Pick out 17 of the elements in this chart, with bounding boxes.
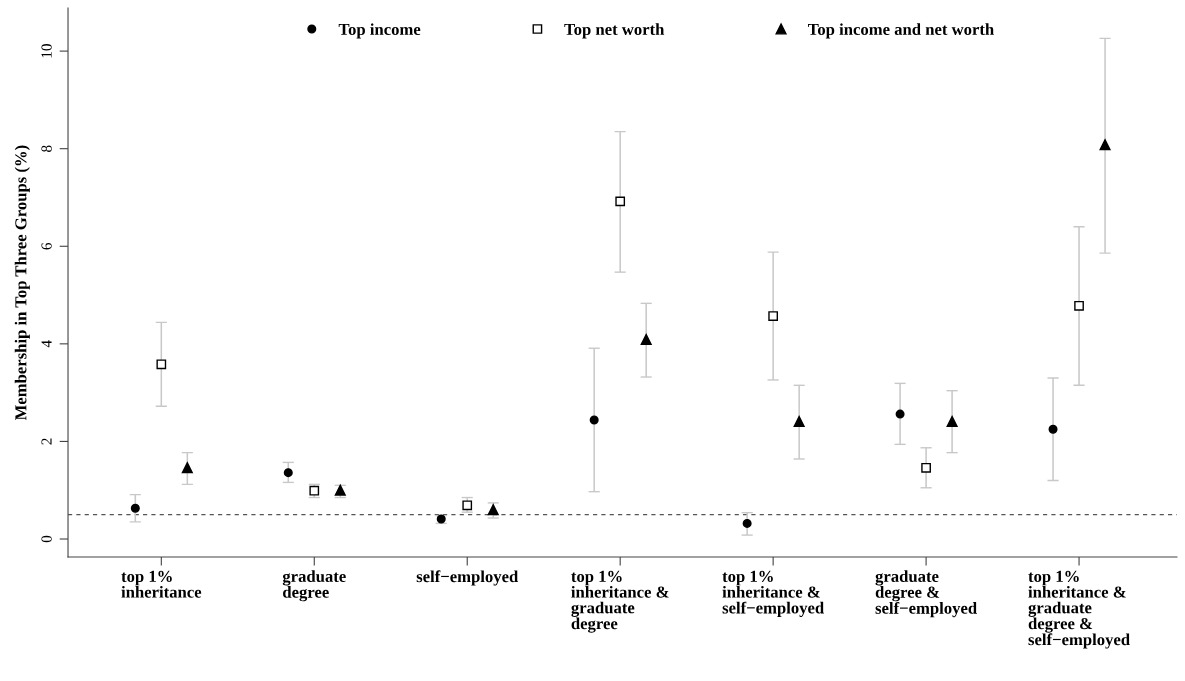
y-tick-label: 4 — [41, 340, 52, 348]
legend-label: Top income and net worth — [808, 23, 994, 39]
legend-label: Top income — [338, 23, 421, 39]
y-axis-title: Membership in Top Three Groups (%) — [14, 145, 30, 421]
x-tick-label: top 1% inheritance & graduate degree & self−employed — [1028, 570, 1130, 649]
y-tick-label: 2 — [41, 438, 52, 445]
x-tick-label: self−employed — [416, 570, 519, 586]
y-tick-label: 6 — [41, 242, 52, 250]
x-tick-label: graduate degree & self−employed — [875, 570, 977, 618]
y-tick-label: 8 — [41, 145, 52, 152]
x-tick-label: top 1% inheritance — [121, 570, 202, 598]
y-tick-label: 0 — [41, 535, 52, 543]
y-tick-label: 10 — [41, 44, 52, 58]
x-tick-label: top 1% inheritance & self−employed — [722, 570, 824, 617]
legend-label: Top net worth — [564, 23, 665, 39]
x-tick-label: graduate degree — [282, 570, 346, 602]
x-tick-label: top 1% inheritance & graduate degree — [571, 570, 669, 633]
